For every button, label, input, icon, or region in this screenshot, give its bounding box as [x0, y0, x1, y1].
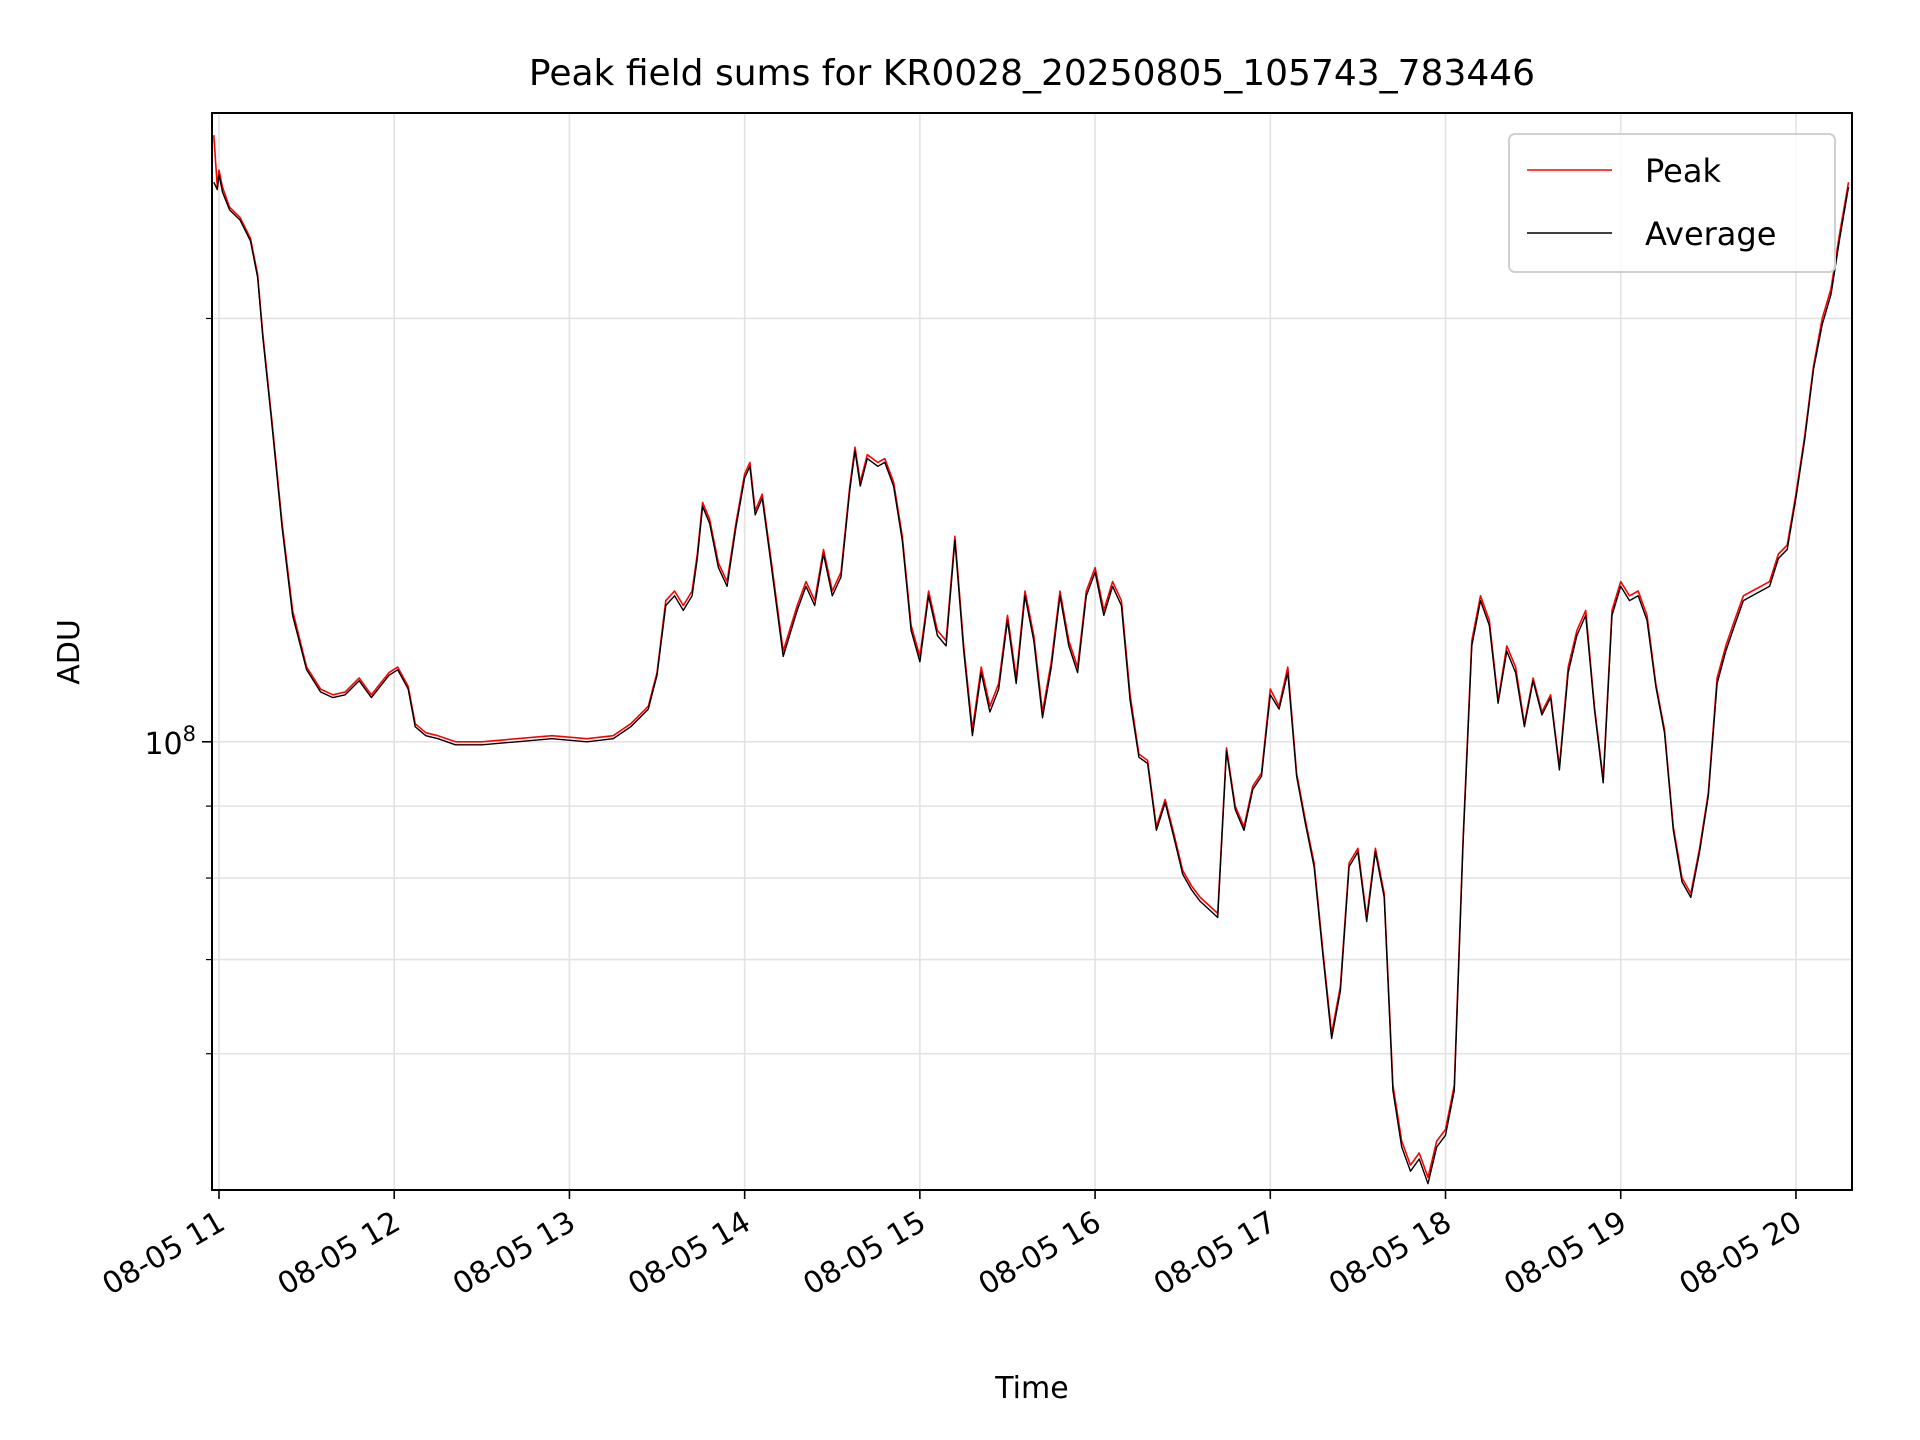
series-layer [213, 135, 1850, 1185]
y-tick-label: 108 [144, 722, 196, 762]
plot-frame [211, 112, 1853, 1191]
legend-box [1508, 133, 1836, 273]
y-axis-label: ADU [52, 619, 87, 685]
legend-peak-label: Peak [1645, 152, 1721, 190]
legend: Peak Average [1508, 133, 1836, 273]
x-axis-label: Time [994, 1371, 1068, 1406]
chart-title: Peak field sums for KR0028_20250805_1057… [529, 53, 1535, 94]
legend-average-label: Average [1645, 215, 1776, 253]
y-axis: 108 [144, 317, 212, 1055]
series-line-average [213, 174, 1850, 1185]
